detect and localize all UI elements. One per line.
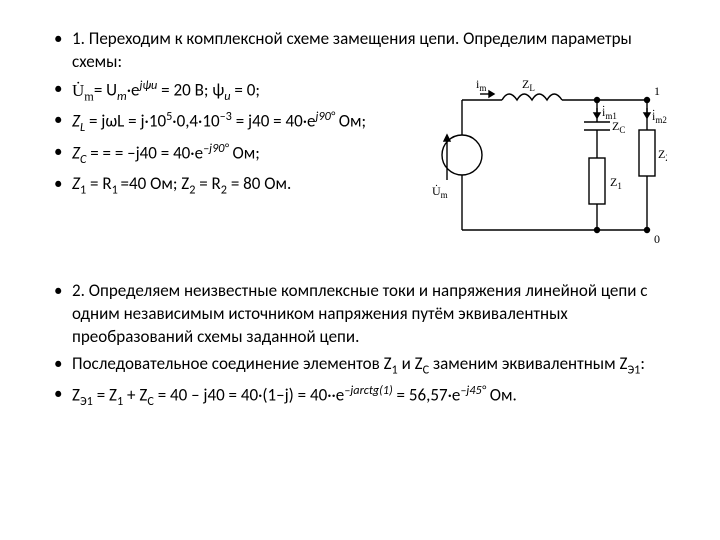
svg-text:ZC: ZC bbox=[612, 119, 625, 135]
eq-z1z2: Z1 = R1 =40 Ом; Z2 = R2 = 80 Ом. bbox=[48, 173, 432, 199]
svg-text:Z2: Z2 bbox=[658, 147, 667, 163]
step2-intro: 2. Определяем неизвестные комплексные то… bbox=[48, 280, 672, 349]
svg-text:U̇m: U̇m bbox=[432, 184, 448, 200]
eq-zc: ZC = = = –j40 = 40·e–j90° Ом; bbox=[48, 141, 432, 169]
eq-zl: ZL = jωL = j·105·0,4·10–3 = j40 = 40·ej9… bbox=[48, 109, 432, 137]
svg-text:0: 0 bbox=[654, 232, 660, 246]
circuit-diagram: i̇m ZL 1 i̇m1 i̇m2 ZC Z2 Z1 U̇m 0 bbox=[432, 80, 667, 250]
step1-intro: 1. Переходим к комплексной схеме замещен… bbox=[48, 28, 672, 74]
svg-text:ZL: ZL bbox=[522, 80, 535, 93]
svg-text:1: 1 bbox=[654, 84, 660, 98]
svg-text:Z1: Z1 bbox=[610, 175, 622, 191]
eq-um: U̇m= Um·ejψu = 20 В; ψu = 0; bbox=[48, 78, 432, 106]
svg-text:i̇m: i̇m bbox=[476, 80, 486, 93]
step2-series: Последовательное соединение элементов Z1… bbox=[48, 353, 672, 379]
um-dot-symbol: U̇m bbox=[72, 81, 94, 100]
step2-ze1: ZЭ1 = Z1 + ZC = 40 – j40 = 40·(1–j) = 40… bbox=[48, 383, 672, 411]
svg-text:i̇m2: i̇m2 bbox=[652, 109, 667, 125]
